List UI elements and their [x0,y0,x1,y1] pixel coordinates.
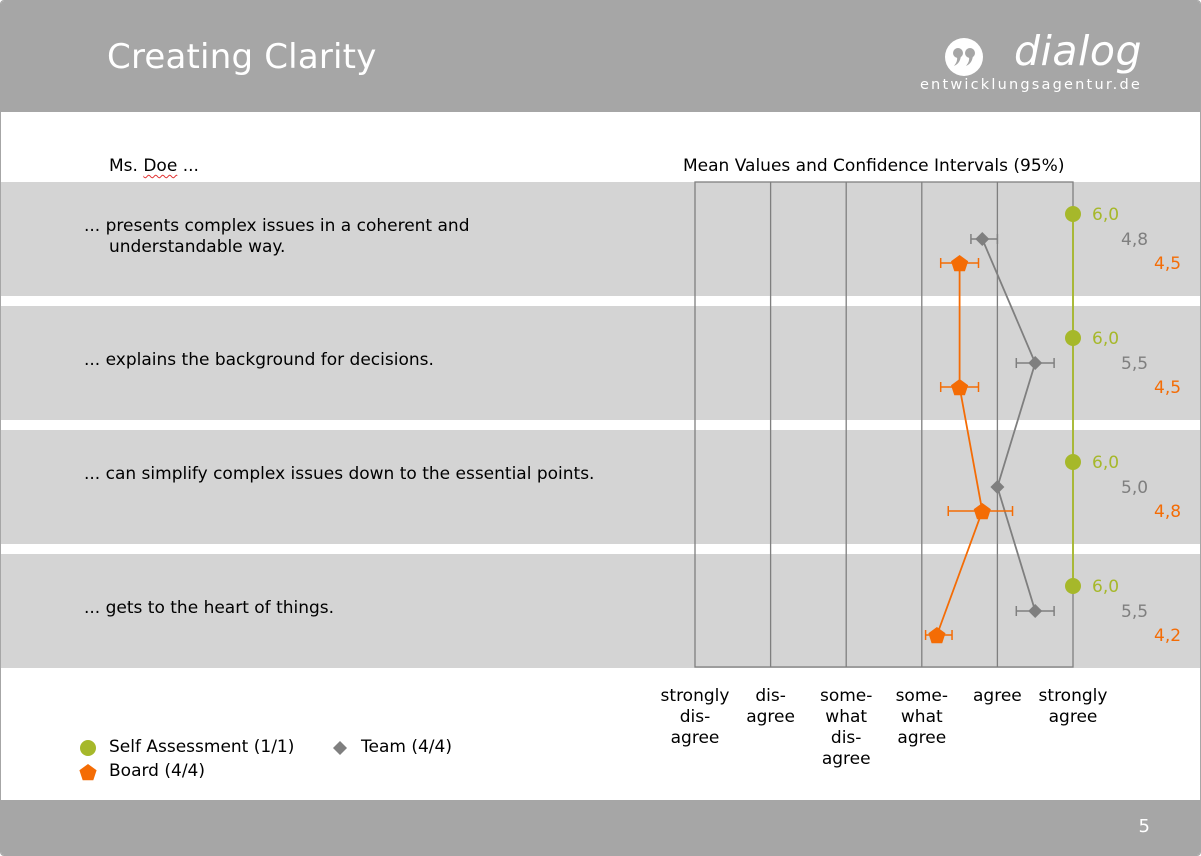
scale-label-line: dis- [679,707,711,727]
scale-label-line: what [900,707,943,727]
series-line [936,263,984,636]
data-point [928,627,946,644]
scale-label-line: strongly [660,686,730,706]
page-title: Creating Clarity [107,37,377,77]
item-text: ... can simplify complex issues down to … [84,463,595,484]
data-point [1065,206,1081,222]
footer-bar: 5 [1,800,1200,855]
scale-label-line: agree [973,686,1022,706]
data-point [1028,356,1043,370]
value-label: 4,8 [1121,230,1148,250]
value-label: 4,5 [1154,378,1181,398]
item-band [1,306,1200,420]
logo-subtitle: entwicklungsagentur.de [919,77,1142,93]
circle-marker-icon [80,740,96,756]
value-label: 4,2 [1154,626,1181,646]
scale-label: strongly agree [1028,686,1118,728]
header-bar: Creating Clarity dialog entwicklungsagen… [1,1,1200,112]
legend-label: Board (4/4) [109,761,205,781]
legend-label: Team (4/4) [361,737,452,757]
diamond-marker-icon [333,741,347,755]
chart-title: Mean Values and Confidence Intervals (95… [683,156,1065,176]
data-point [1028,604,1043,618]
scale-label-line: agree [1048,707,1098,727]
scale-label-line: some- [819,686,873,706]
scale-label-line: agree [821,749,871,769]
scale-label: some-what agree [877,686,967,749]
scale-label-line: agree [746,707,795,727]
item-band [1,182,1200,296]
scale-label: agree [952,686,1042,707]
scale-label-line: agree [670,728,720,748]
value-label: 6,0 [1092,205,1119,225]
value-label: 5,5 [1121,354,1148,374]
item-band [1,554,1200,668]
value-label: 4,5 [1154,254,1181,274]
value-label: 6,0 [1092,453,1119,473]
scale-label: some-what dis-agree [801,686,891,770]
item-text: ... explains the background for decision… [84,350,434,370]
pentagon-marker-icon [79,764,97,781]
scale-label: dis-agree [726,686,816,728]
scale-label: strongly dis-agree [650,686,740,749]
data-point [975,232,990,246]
data-point [951,379,969,396]
value-label: 5,0 [1121,478,1148,498]
value-label: 5,5 [1121,602,1148,622]
data-point [973,503,991,520]
subject-prefix: Ms. [109,156,138,176]
logo-wordmark: dialog [1013,27,1142,75]
data-point [951,255,969,272]
value-label: 4,8 [1154,502,1181,522]
subject-label: Ms. Doe ... [109,156,199,176]
scale-label-line: agree [897,728,947,748]
subject-name: Doe [143,156,178,176]
item-text: ... presents complex issues in a coheren… [84,215,470,257]
logo: dialog entwicklungsagentur.de [919,27,1142,101]
scale-label-line: dis- [755,686,786,706]
data-point [1065,330,1081,346]
value-label: 6,0 [1092,577,1119,597]
scale-label-line: what [825,707,868,727]
series-line [981,238,1037,612]
subject-suffix: ... [182,156,199,176]
quote-marks-icon [945,38,983,76]
legend-label: Self Assessment (1/1) [109,737,295,757]
scale-label-line: dis- [830,728,862,748]
data-point [1065,578,1081,594]
page-number: 5 [1138,816,1150,837]
scale-label-line: some- [895,686,948,706]
data-point [990,480,1005,494]
item-text: ... gets to the heart of things. [84,598,335,618]
scale-label-line: strongly [1038,686,1108,706]
value-label: 6,0 [1092,329,1119,349]
data-point [1065,454,1081,470]
